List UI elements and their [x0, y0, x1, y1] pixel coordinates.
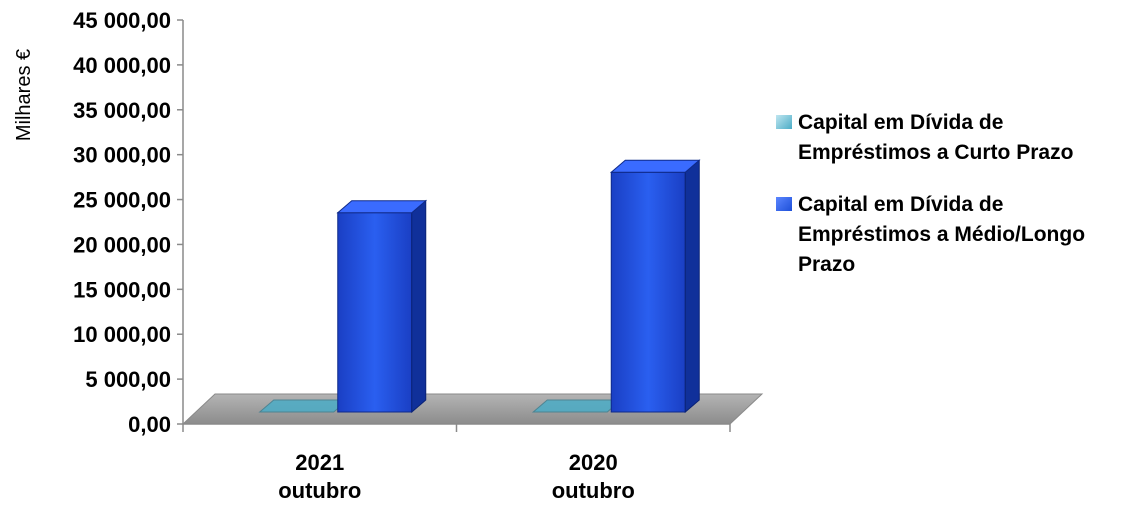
bar-top	[531, 399, 623, 413]
legend-label-curto-prazo: Capital em Dívida de Empréstimos a Curto…	[798, 111, 1074, 164]
bar	[609, 159, 701, 414]
bar-side	[684, 159, 700, 414]
bar-top	[258, 399, 350, 413]
bar-top	[336, 200, 428, 214]
y-tick-label: 25 000,00	[73, 188, 171, 213]
legend-item-medio-longo-prazo: Capital em Dívida de Empréstimos a Médio…	[776, 190, 1126, 280]
y-axis-title: Milhares €	[13, 49, 35, 141]
legend-swatch-medio-longo-prazo	[776, 197, 792, 211]
y-tick-label: 45 000,00	[73, 8, 171, 33]
bar-side	[411, 199, 427, 414]
legend-label-medio-longo-prazo: Capital em Dívida de Empréstimos a Médio…	[798, 193, 1086, 276]
bar	[258, 399, 350, 413]
bar-front	[610, 171, 686, 413]
x-tick-label: 2020	[569, 450, 618, 475]
legend: Capital em Dívida de Empréstimos a Curto…	[776, 108, 1126, 302]
y-tick-label: 35 000,00	[73, 98, 171, 123]
y-tick-label: 5 000,00	[85, 367, 171, 392]
bar-top	[609, 159, 701, 173]
x-tick-label: 2021	[295, 450, 344, 475]
bar	[336, 199, 428, 414]
y-tick-label: 0,00	[128, 412, 171, 437]
x-tick-label: outubro	[278, 478, 361, 503]
legend-swatch-curto-prazo	[776, 115, 792, 129]
y-tick-label: 20 000,00	[73, 232, 171, 257]
bar	[531, 399, 623, 413]
y-tick-label: 15 000,00	[73, 277, 171, 302]
legend-item-curto-prazo: Capital em Dívida de Empréstimos a Curto…	[776, 108, 1126, 168]
y-tick-label: 10 000,00	[73, 322, 171, 347]
y-tick-label: 40 000,00	[73, 53, 171, 78]
x-tick-label: outubro	[552, 478, 635, 503]
y-tick-label: 30 000,00	[73, 143, 171, 168]
bar-front	[337, 212, 413, 413]
